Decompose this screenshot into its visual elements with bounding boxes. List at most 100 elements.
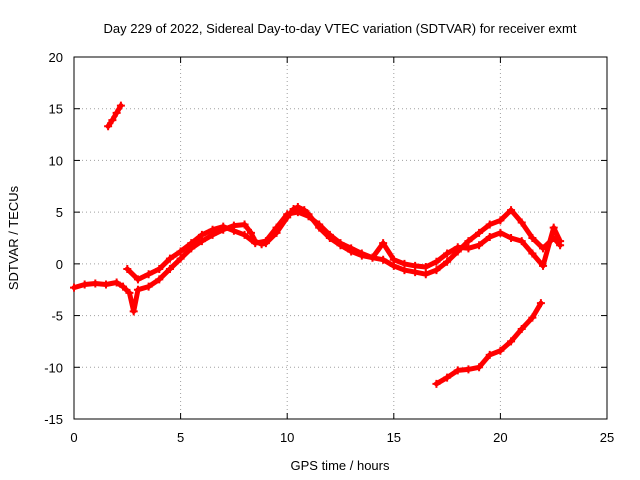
- grid: [74, 57, 607, 419]
- data-point: [293, 208, 302, 217]
- data-point: [261, 237, 270, 246]
- series-main-b: [123, 208, 565, 284]
- data-point: [539, 261, 548, 270]
- data-point: [517, 218, 526, 227]
- x-tick-label: 5: [177, 430, 184, 445]
- data-point: [283, 210, 292, 219]
- data-point: [421, 270, 430, 279]
- data-point: [176, 254, 185, 263]
- y-tick-label: -5: [51, 309, 63, 324]
- data-point: [443, 249, 452, 258]
- data-point: [485, 232, 494, 241]
- x-tick-label: 25: [600, 430, 614, 445]
- data-point: [80, 280, 89, 289]
- series-line: [105, 103, 124, 129]
- data-point: [315, 220, 324, 229]
- series-main-a: [70, 202, 565, 316]
- data-point: [549, 223, 558, 232]
- y-tick-label: 20: [49, 50, 63, 65]
- data-point: [144, 270, 153, 279]
- data-point: [112, 278, 121, 287]
- y-tick-label: 5: [56, 205, 63, 220]
- data-point: [464, 237, 473, 246]
- data-point: [432, 266, 441, 275]
- data-point: [357, 249, 366, 258]
- data-point: [528, 234, 537, 242]
- data-point: [507, 234, 516, 242]
- data-point: [119, 282, 128, 291]
- data-point: [475, 363, 484, 372]
- data-point: [432, 257, 441, 266]
- data-point: [453, 243, 462, 252]
- series-line: [433, 300, 544, 387]
- data-point: [507, 337, 516, 346]
- data-point: [496, 228, 505, 237]
- plot-frame: [73, 56, 608, 420]
- data-point: [453, 366, 462, 375]
- data-point: [219, 222, 228, 231]
- data-point: [176, 247, 185, 256]
- data-point: [133, 275, 142, 284]
- data-point: [129, 307, 138, 316]
- y-tick-label: 10: [49, 153, 63, 168]
- y-tick-label: -10: [44, 360, 63, 375]
- x-tick-label: 0: [70, 430, 77, 445]
- data-point: [432, 379, 441, 388]
- data-point: [197, 230, 206, 239]
- data-point: [464, 365, 473, 374]
- data-point: [133, 285, 142, 294]
- data-point: [155, 275, 164, 284]
- data-point: [91, 279, 100, 288]
- data-point: [70, 283, 78, 292]
- data-point: [187, 239, 196, 248]
- data-point: [272, 223, 281, 232]
- data-point: [104, 122, 113, 131]
- y-tick-label: -15: [44, 412, 63, 427]
- y-tick-labels: -15 -10 -5 0 5 10 15 20: [44, 50, 63, 427]
- data-point: [347, 244, 356, 253]
- data-point: [475, 241, 484, 250]
- series-low-arc: [432, 299, 545, 388]
- data-point: [125, 288, 134, 297]
- data-point: [400, 259, 409, 268]
- data-point: [165, 265, 174, 274]
- data-point: [475, 228, 484, 237]
- series-high-arc: [104, 101, 125, 131]
- data-point: [443, 257, 452, 266]
- data-point: [517, 325, 526, 334]
- data-point: [379, 255, 388, 264]
- data-point: [517, 237, 526, 246]
- data-point: [368, 253, 377, 262]
- data-point: [443, 373, 452, 382]
- x-tick-label: 20: [493, 430, 507, 445]
- data-point: [485, 220, 494, 229]
- data-point: [496, 346, 505, 355]
- x-tick-label: 10: [280, 430, 294, 445]
- data-point: [411, 261, 420, 270]
- data-point: [496, 216, 505, 225]
- data-point: [528, 249, 537, 258]
- x-tick-label: 15: [387, 430, 401, 445]
- data-point: [229, 226, 238, 235]
- data-point: [155, 265, 164, 274]
- data-point: [240, 220, 249, 229]
- chart-title: Day 229 of 2022, Sidereal Day-to-day VTE…: [104, 21, 577, 36]
- data-point: [240, 230, 249, 239]
- x-axis-label: GPS time / hours: [291, 458, 390, 473]
- data-point: [246, 228, 255, 237]
- data-point: [336, 239, 345, 248]
- data-point: [485, 350, 494, 359]
- data-point: [112, 108, 121, 117]
- y-tick-label: 0: [56, 257, 63, 272]
- data-point: [116, 101, 125, 110]
- data-point: [251, 239, 260, 248]
- y-axis-label: SDTVAR / TECUs: [6, 185, 21, 290]
- data-point: [464, 244, 473, 253]
- data-point: [101, 280, 110, 289]
- data-point: [556, 237, 565, 246]
- data-point: [123, 265, 132, 274]
- data-point: [421, 262, 430, 271]
- y-tick-label: 15: [49, 102, 63, 117]
- data-point: [507, 206, 516, 215]
- data-point: [325, 230, 334, 239]
